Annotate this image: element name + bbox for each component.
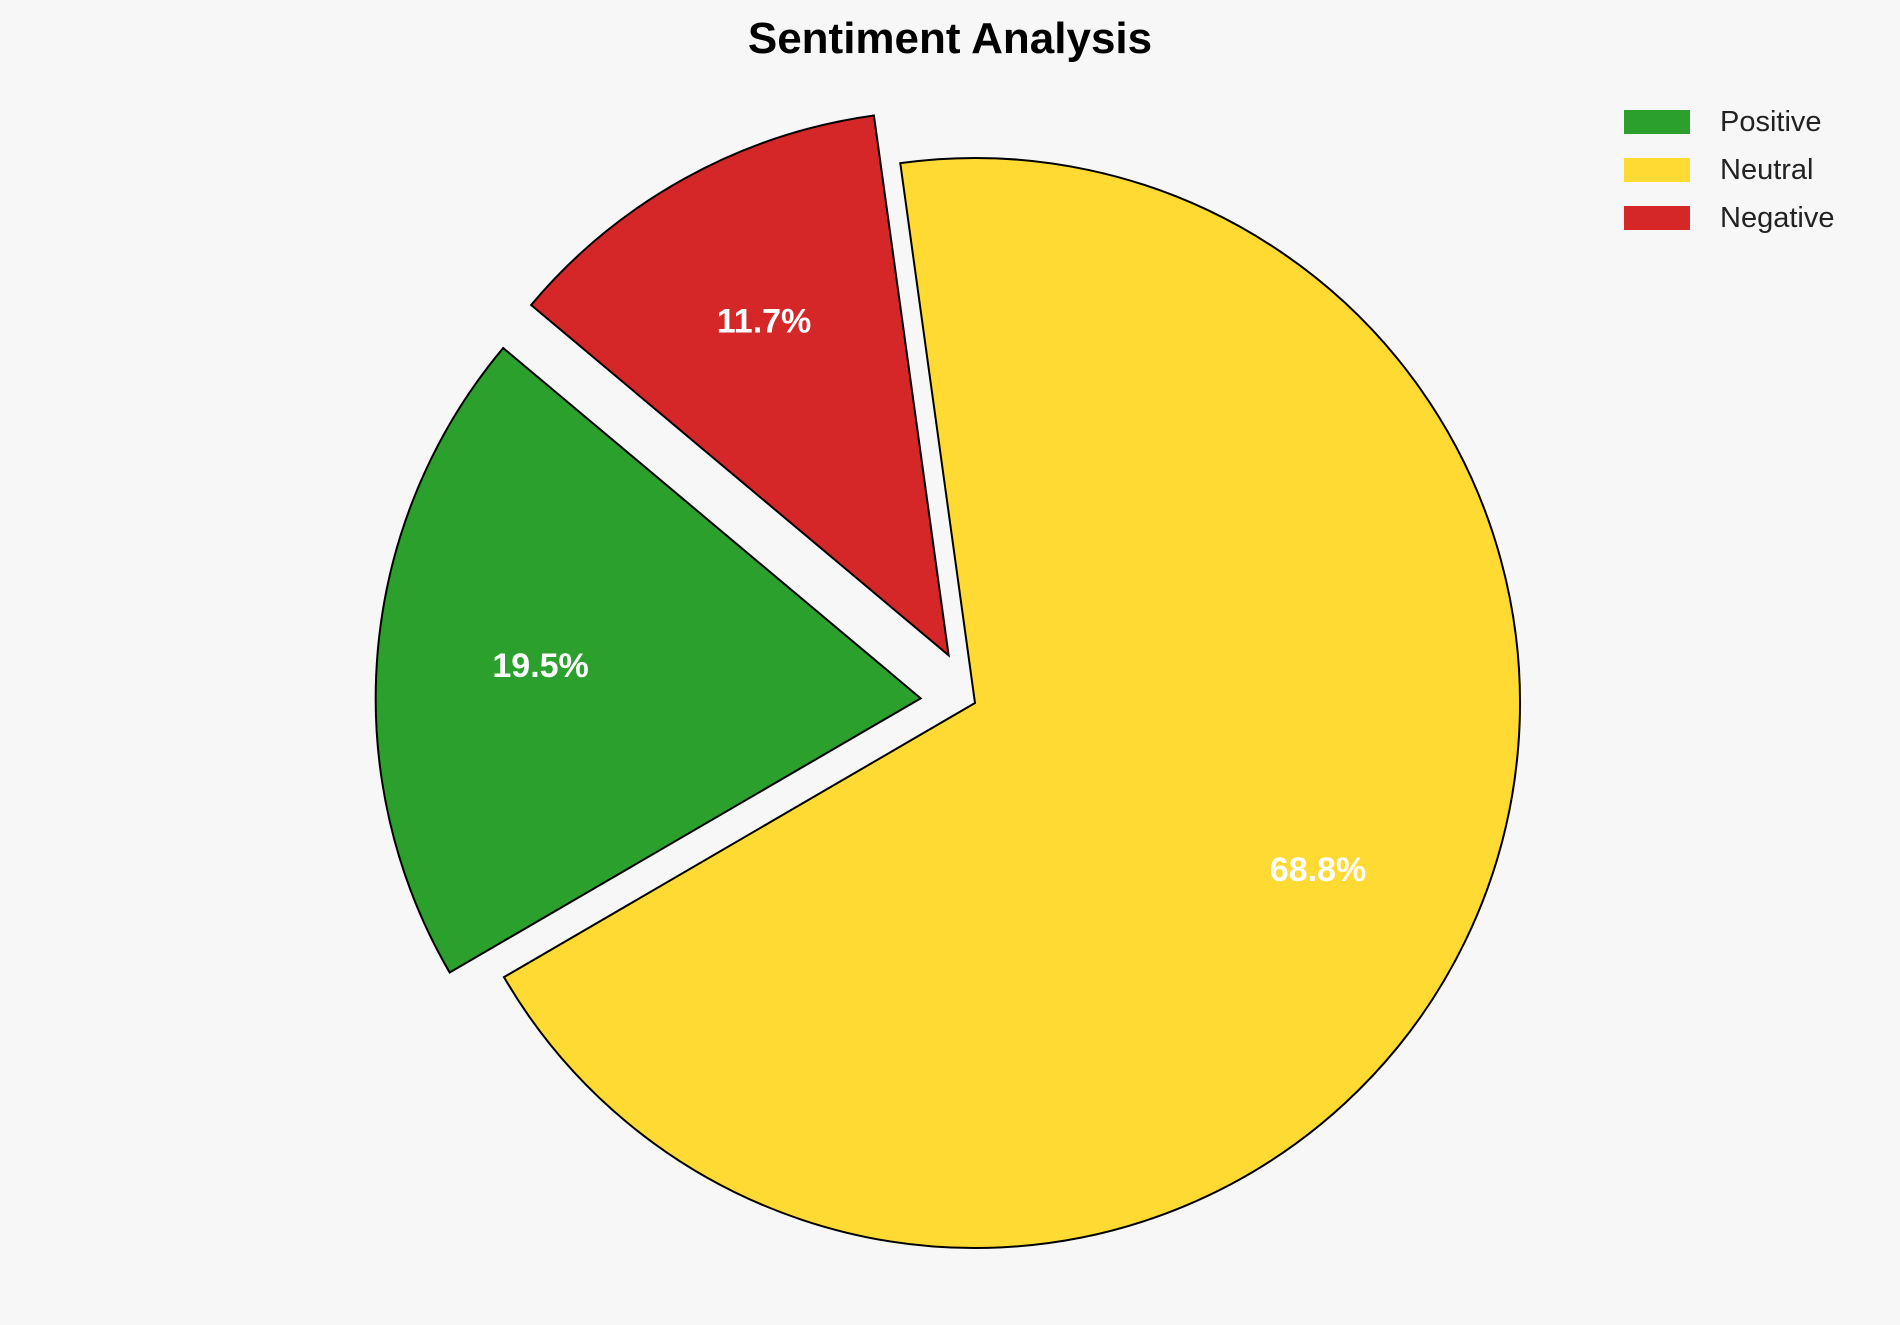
pie-label-negative: 11.7% xyxy=(717,302,812,340)
pie-slice-negative xyxy=(529,114,950,658)
pie-label-neutral: 68.8% xyxy=(1270,851,1366,889)
pie-slice-neutral xyxy=(502,157,1521,1249)
legend-swatch-negative xyxy=(1624,206,1690,230)
chart-title: Sentiment Analysis xyxy=(747,14,1153,63)
legend-item-negative: Negative xyxy=(1624,194,1834,242)
legend-swatch-neutral xyxy=(1624,158,1690,182)
legend-item-neutral: Neutral xyxy=(1624,146,1834,194)
legend: Positive Neutral Negative xyxy=(1624,98,1834,242)
legend-label-positive: Positive xyxy=(1720,105,1822,138)
legend-label-neutral: Neutral xyxy=(1720,153,1814,186)
pie-label-positive: 19.5% xyxy=(492,647,588,685)
legend-item-positive: Positive xyxy=(1624,98,1834,146)
legend-label-negative: Negative xyxy=(1720,201,1835,234)
legend-swatch-positive xyxy=(1624,110,1690,134)
pie-slice-positive xyxy=(374,346,923,974)
